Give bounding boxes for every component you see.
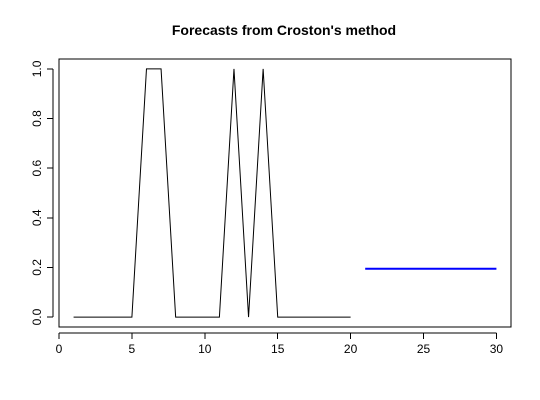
plot-frame [58, 58, 512, 328]
y-tick-label: 0.4 [30, 209, 44, 226]
series-layer [73, 68, 497, 318]
x-tick-label: 0 [56, 342, 63, 356]
y-tick-label: 0.8 [30, 110, 44, 127]
y-tick-label: 0.6 [30, 160, 44, 177]
y-tick-label: 0.2 [30, 259, 44, 276]
y-tick-label: 0.0 [30, 308, 44, 325]
x-tick-label: 30 [490, 342, 504, 356]
x-tick-label: 10 [198, 342, 212, 356]
x-axis: 0 5 10 15 20 25 30 [56, 332, 504, 356]
x-tick-label: 15 [271, 342, 285, 356]
x-tick-label: 5 [129, 342, 136, 356]
x-tick-label: 20 [344, 342, 358, 356]
y-axis: 0.0 0.2 0.4 0.6 0.8 1.0 [30, 60, 54, 325]
x-tick-label: 25 [417, 342, 431, 356]
y-tick-label: 1.0 [30, 60, 44, 77]
observed-series-line [73, 68, 351, 318]
chart-title: Forecasts from Croston's method [172, 22, 396, 38]
